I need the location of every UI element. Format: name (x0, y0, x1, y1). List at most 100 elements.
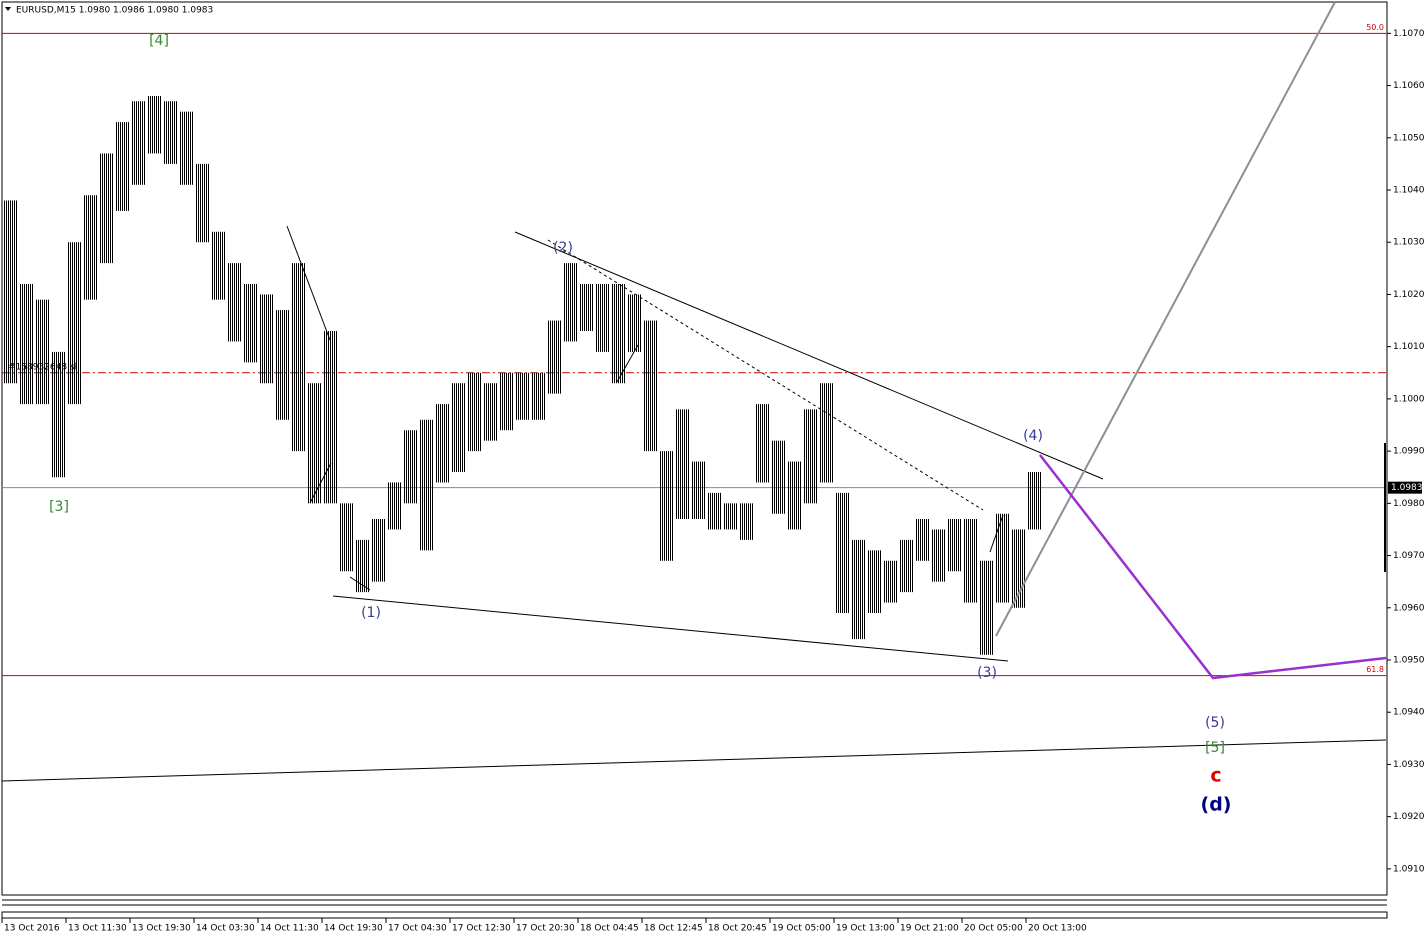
y-tick-label: 1.0960 (1393, 603, 1425, 613)
price-bar (708, 492, 721, 530)
price-bar (996, 513, 1009, 603)
price-bar (20, 284, 33, 405)
x-tick-label: 17 Oct 04:30 (388, 924, 447, 934)
y-tick-label: 1.0970 (1393, 551, 1425, 561)
plot-area (1, 1, 1388, 896)
x-tick-label: 17 Oct 20:30 (516, 924, 575, 934)
price-bar (132, 101, 145, 185)
price-bar (212, 231, 225, 300)
trendline (1, 739, 1387, 782)
price-bar (148, 96, 161, 154)
y-tick-label: 1.0980 (1393, 499, 1425, 509)
price-bar (340, 503, 353, 572)
y-tick-label: 1.0920 (1393, 812, 1425, 822)
x-tick-label: 19 Oct 21:00 (900, 924, 959, 934)
price-bar (564, 263, 577, 342)
price-bar (404, 430, 417, 504)
price-bar (724, 503, 737, 530)
x-tick-label: 18 Oct 12:45 (644, 924, 703, 934)
wave-label: (1) (361, 605, 381, 621)
price-bar (788, 461, 801, 530)
trendlines (1, 1, 1387, 782)
price-bar (692, 461, 705, 519)
price-bar (932, 529, 945, 582)
x-tick-label: 14 Oct 11:30 (260, 924, 319, 934)
projection-path (1039, 454, 1387, 680)
trendline (616, 344, 639, 383)
price-bar (532, 372, 545, 420)
price-bar (388, 482, 401, 530)
wave-label: [5] (1205, 740, 1225, 756)
y-tick-label: 1.1020 (1393, 290, 1425, 300)
price-bar (260, 294, 273, 384)
price-bar (356, 539, 369, 593)
price-bar (516, 372, 529, 420)
wave-label: (2) (553, 240, 573, 256)
level-label: 61.8 (1366, 665, 1384, 674)
price-bar (500, 372, 513, 431)
y-tick-label: 1.0930 (1393, 760, 1425, 770)
trendline (332, 595, 1009, 662)
price-bar (884, 560, 897, 603)
current-price-box (1388, 481, 1422, 494)
trendline (547, 239, 984, 511)
wave-label: (d) (1201, 794, 1232, 816)
price-bar (772, 440, 785, 514)
x-tick-label: 13 Oct 19:30 (132, 924, 191, 934)
x-tick-label: 13 Oct 11:30 (68, 924, 127, 934)
price-bar (580, 284, 593, 331)
menu-arrow[interactable] (5, 7, 11, 11)
price-bar (836, 492, 849, 613)
price-bar (964, 519, 977, 603)
price-bar (420, 419, 433, 551)
price-bar (756, 404, 769, 483)
current-price-label: 1.0983 (1391, 483, 1423, 493)
price-bar (324, 331, 337, 504)
price-bar (452, 383, 465, 472)
chart-title: EURUSD,M15 1.0980 1.0986 1.0980 1.0983 (16, 6, 213, 16)
trendline (349, 576, 371, 591)
price-bar (820, 383, 833, 483)
y-tick-label: 1.1030 (1393, 238, 1425, 248)
y-tick-label: 1.1040 (1393, 186, 1425, 196)
x-tick-label: 14 Oct 19:30 (324, 924, 383, 934)
price-bar (468, 372, 481, 452)
price-bar (612, 284, 625, 384)
price-bar (52, 351, 65, 478)
price-bar (596, 284, 609, 352)
trendline (286, 225, 331, 341)
price-bar (676, 409, 689, 519)
wave-label: [3] (49, 499, 69, 515)
price-bar (68, 242, 81, 405)
x-tick-label: 20 Oct 13:00 (1028, 924, 1087, 934)
chart-layer: 1.0910 1.0920 1.0930 1.0940 1.0950 1.0960 1.09… (1, 23, 1425, 934)
price-bar (276, 310, 289, 420)
price-bar (1028, 472, 1041, 530)
y-tick-label: 1.0950 (1393, 656, 1425, 666)
y-tick-label: 1.1050 (1393, 133, 1425, 143)
price-bar (980, 560, 993, 655)
price-bar (4, 200, 17, 384)
price-bar (484, 383, 497, 441)
y-tick-label: 1.0940 (1393, 708, 1425, 718)
price-bar (740, 503, 753, 540)
x-tick-label: 14 Oct 03:30 (196, 924, 255, 934)
price-bar (116, 122, 129, 211)
price-bar (868, 550, 881, 613)
price-bar (548, 320, 561, 394)
price-bar (372, 519, 385, 582)
y-tick-label: 1.1010 (1393, 342, 1425, 352)
price-bar (84, 195, 97, 300)
wave-label: [4] (149, 33, 169, 49)
price-bar (916, 519, 929, 561)
trendline (514, 231, 1104, 480)
price-bar (164, 101, 177, 164)
x-tick-label: 20 Oct 05:00 (964, 924, 1023, 934)
price-bar (628, 294, 641, 352)
y-tick-label: 1.0990 (1393, 447, 1425, 457)
price-bar (948, 519, 961, 572)
y-tick-label: 1.0910 (1393, 864, 1425, 874)
y-tick-label: 1.1070 (1393, 29, 1425, 39)
wave-label: (3) (977, 665, 997, 681)
